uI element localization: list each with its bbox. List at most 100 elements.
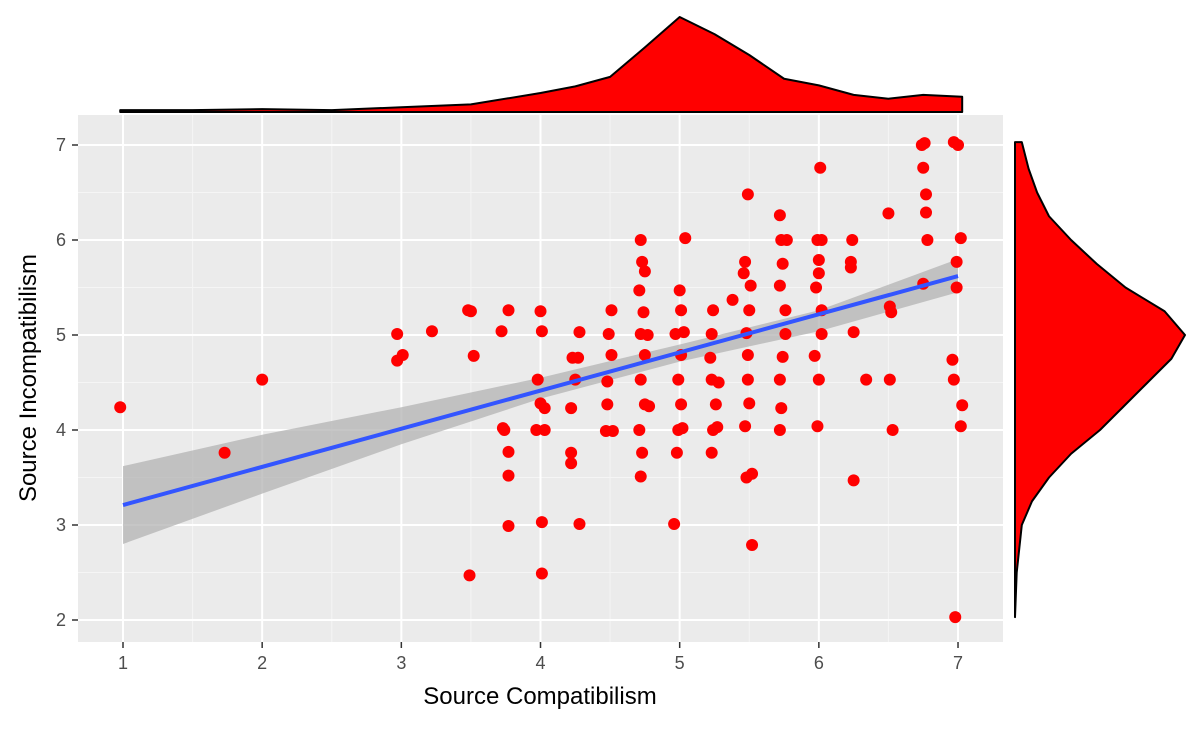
data-point xyxy=(633,424,646,436)
x-axis-label: Source Compatibilism xyxy=(423,683,656,710)
data-point xyxy=(634,234,647,246)
data-point xyxy=(746,538,759,551)
data-point xyxy=(498,424,511,436)
data-point xyxy=(601,375,614,388)
data-point xyxy=(846,234,859,246)
data-point xyxy=(776,257,789,270)
data-point xyxy=(502,445,515,458)
x-marginal-density xyxy=(119,16,964,113)
data-point xyxy=(741,373,754,386)
data-point xyxy=(744,279,757,292)
data-point xyxy=(743,304,756,317)
data-point xyxy=(954,420,967,433)
data-point xyxy=(502,519,515,532)
data-point xyxy=(812,267,825,280)
data-point xyxy=(808,349,821,362)
data-point xyxy=(737,267,750,280)
data-point xyxy=(638,265,651,278)
data-point xyxy=(726,293,739,306)
data-point xyxy=(956,399,969,412)
x-tick-label: 7 xyxy=(953,653,963,673)
data-point xyxy=(602,328,615,341)
data-point xyxy=(675,398,688,411)
data-point xyxy=(670,446,683,459)
data-point xyxy=(947,373,960,386)
data-point xyxy=(886,424,899,436)
y-tick-label: 3 xyxy=(56,515,66,535)
data-point xyxy=(847,326,860,339)
data-point xyxy=(773,209,786,222)
data-point xyxy=(739,420,752,433)
data-point xyxy=(672,373,685,386)
data-point xyxy=(634,470,647,483)
data-point xyxy=(605,348,618,361)
data-point xyxy=(949,611,962,624)
data-point xyxy=(565,457,578,470)
y-tick-label: 6 xyxy=(56,230,66,250)
x-tick-label: 2 xyxy=(257,653,267,673)
data-point xyxy=(464,305,477,318)
data-point xyxy=(815,234,828,246)
data-point xyxy=(673,284,686,297)
data-point xyxy=(605,304,618,317)
y-tick-label: 4 xyxy=(56,420,66,440)
y-tick-label: 5 xyxy=(56,325,66,345)
data-point xyxy=(391,328,404,341)
data-point xyxy=(538,402,551,415)
data-point xyxy=(918,137,931,150)
data-point xyxy=(218,446,231,459)
data-point xyxy=(535,567,548,580)
data-point xyxy=(739,255,752,268)
data-point xyxy=(467,349,480,362)
data-point xyxy=(946,353,959,366)
data-point xyxy=(634,373,647,386)
data-point xyxy=(921,234,934,246)
data-point xyxy=(114,401,127,414)
data-point xyxy=(565,446,578,459)
data-point xyxy=(775,402,788,415)
x-tick-label: 1 xyxy=(118,653,128,673)
data-point xyxy=(668,518,681,531)
x-tick-label: 6 xyxy=(814,653,824,673)
data-point xyxy=(920,188,933,201)
y-marginal-density xyxy=(1014,141,1186,619)
x-tick-label: 3 xyxy=(396,653,406,673)
data-point xyxy=(844,261,857,274)
data-point xyxy=(746,467,759,480)
data-point xyxy=(779,328,792,341)
data-point xyxy=(573,518,586,531)
data-point xyxy=(743,397,756,410)
data-point xyxy=(531,373,544,386)
data-point xyxy=(502,469,515,482)
data-point xyxy=(636,255,649,268)
data-point xyxy=(705,446,718,459)
data-point xyxy=(709,398,722,411)
data-point xyxy=(882,207,895,220)
data-point xyxy=(535,516,548,529)
data-point xyxy=(638,348,651,361)
data-point xyxy=(812,253,825,266)
data-point xyxy=(811,420,824,433)
data-point xyxy=(741,348,754,361)
data-point xyxy=(641,329,654,341)
data-point xyxy=(573,326,586,339)
regression-line xyxy=(122,274,959,507)
y-tick-label: 7 xyxy=(56,135,66,155)
data-point xyxy=(954,232,967,245)
data-point xyxy=(636,446,649,459)
data-point xyxy=(676,422,689,435)
data-point xyxy=(773,424,786,436)
data-point xyxy=(776,350,789,363)
data-point xyxy=(425,325,438,338)
data-point xyxy=(256,373,269,386)
data-point xyxy=(565,402,578,415)
data-point xyxy=(530,424,543,436)
data-point xyxy=(773,279,786,292)
data-point xyxy=(535,325,548,338)
data-point xyxy=(572,351,585,364)
data-point xyxy=(860,373,873,386)
data-point xyxy=(712,376,725,389)
data-point xyxy=(538,424,551,436)
